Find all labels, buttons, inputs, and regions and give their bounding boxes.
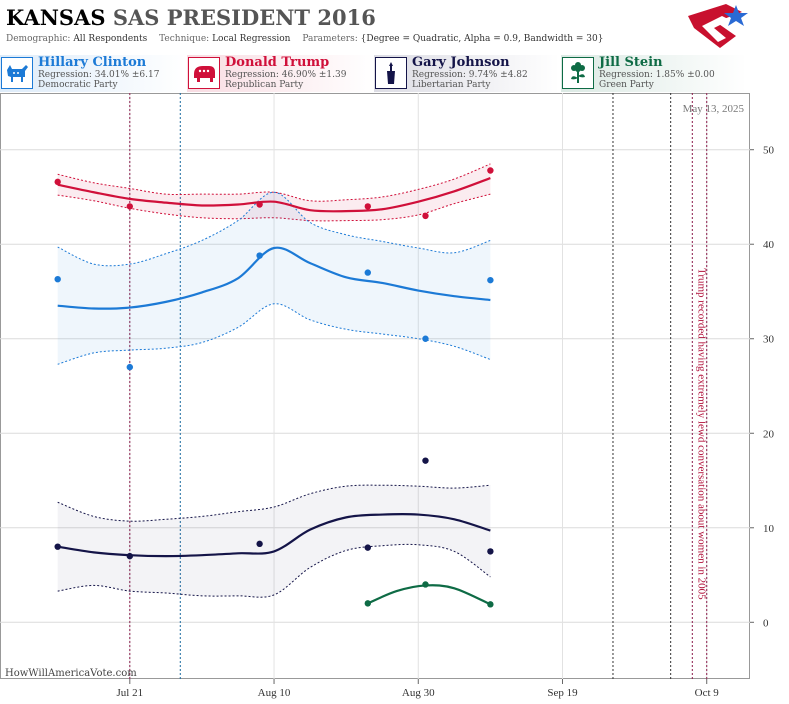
x-tick-label: Oct 9 bbox=[695, 687, 720, 699]
technique-label: Technique: bbox=[159, 34, 210, 44]
liberty-torch-icon bbox=[375, 57, 407, 89]
legend-item-clinton: Hillary Clinton Regression: 34.01% ±6.17… bbox=[0, 55, 186, 92]
elephant-icon bbox=[188, 57, 220, 89]
chart-parameters: Demographic: All Respondents Technique: … bbox=[6, 34, 612, 44]
legend-name: Donald Trump bbox=[225, 55, 330, 70]
legend-name: Gary Johnson bbox=[412, 55, 510, 70]
poll-points bbox=[54, 167, 494, 608]
legend-regression: Regression: 46.90% ±1.39 bbox=[225, 70, 347, 80]
parameters-value: {Degree = Quadratic, Alpha = 0.9, Bandwi… bbox=[360, 34, 604, 44]
band-hillary-clinton bbox=[57, 192, 491, 365]
y-tick-label: 10 bbox=[763, 523, 775, 535]
lower-bound-hillary-clinton bbox=[57, 303, 491, 365]
x-tick-label: Jul 21 bbox=[117, 687, 144, 699]
poll-point-jill-stein bbox=[487, 601, 494, 608]
y-tick-label: 20 bbox=[763, 428, 775, 440]
legend-item-johnson: Gary Johnson Regression: 9.74% ±4.82 Lib… bbox=[374, 55, 560, 92]
trend-line-hillary-clinton bbox=[57, 246, 491, 310]
poll-point-hillary-clinton bbox=[364, 269, 371, 276]
parameters-info: Parameters: {Degree = Quadratic, Alpha =… bbox=[302, 34, 603, 44]
date-label: May 13, 2025 bbox=[683, 103, 745, 115]
poll-point-donald-trump bbox=[126, 203, 134, 210]
poll-chart: 0 10 20 30 40 50 Jul 21 Aug 10 Aug 30 Sep 19 Oct … bbox=[0, 93, 775, 699]
event-annotation: Trump recorded having extremely lewd con… bbox=[695, 268, 707, 600]
legend-item-stein: Jill Stein Regression: 1.85% ±0.00 Green… bbox=[561, 55, 747, 92]
poll-point-jill-stein bbox=[364, 600, 371, 607]
technique-info: Technique: Local Regression bbox=[159, 34, 290, 44]
legend-party: Republican Party bbox=[225, 80, 304, 90]
poll-point-gary-johnson bbox=[487, 548, 494, 555]
poll-point-gary-johnson bbox=[126, 552, 134, 560]
flower-icon bbox=[562, 57, 594, 89]
band-gary-johnson bbox=[57, 485, 491, 598]
poll-point-hillary-clinton bbox=[256, 252, 263, 259]
source-credit: HowWillAmericaVote.com bbox=[5, 668, 137, 679]
upper-bound-hillary-clinton bbox=[57, 191, 491, 267]
plot-frame bbox=[0, 93, 750, 679]
poll-point-hillary-clinton bbox=[422, 335, 429, 342]
y-axis: 0 10 20 30 40 50 bbox=[750, 145, 775, 629]
poll-point-hillary-clinton bbox=[126, 363, 134, 371]
page-title: KANSAS SAS PRESIDENT 2016 bbox=[6, 5, 376, 30]
y-tick-label: 40 bbox=[763, 239, 775, 251]
poll-point-donald-trump bbox=[422, 212, 429, 220]
poll-point-donald-trump bbox=[364, 203, 371, 210]
legend: Hillary Clinton Regression: 34.01% ±6.17… bbox=[0, 55, 749, 92]
legend-regression: Regression: 34.01% ±6.17 bbox=[38, 70, 160, 80]
poll-point-donald-trump bbox=[487, 167, 494, 174]
poll-point-gary-johnson bbox=[364, 544, 371, 551]
chart-header: KANSAS SAS PRESIDENT 2016 Demographic: A… bbox=[0, 0, 789, 52]
title-state: KANSAS bbox=[6, 5, 106, 30]
lower-bound-gary-johnson bbox=[57, 543, 491, 598]
y-tick-label: 30 bbox=[763, 334, 775, 346]
legend-regression: Regression: 9.74% ±4.82 bbox=[412, 70, 528, 80]
poll-point-donald-trump bbox=[54, 178, 61, 186]
legend-party: Green Party bbox=[599, 80, 654, 90]
x-tick-label: Aug 30 bbox=[402, 687, 435, 699]
upper-bound-gary-johnson bbox=[57, 484, 491, 522]
legend-regression: Regression: 1.85% ±0.00 bbox=[599, 70, 715, 80]
confidence-bands bbox=[57, 163, 491, 605]
poll-point-jill-stein bbox=[422, 581, 429, 588]
site-logo-icon bbox=[688, 4, 748, 48]
poll-point-gary-johnson bbox=[256, 540, 263, 548]
upper-bound-donald-trump bbox=[57, 163, 491, 202]
demographic-value: All Respondents bbox=[73, 34, 148, 44]
technique-value: Local Regression bbox=[212, 34, 291, 44]
donkey-icon bbox=[1, 57, 33, 89]
x-tick-label: Sep 19 bbox=[547, 687, 578, 699]
demographic-info: Demographic: All Respondents bbox=[6, 34, 147, 44]
trend-line-donald-trump bbox=[57, 177, 491, 213]
demographic-label: Demographic: bbox=[6, 34, 71, 44]
poll-point-hillary-clinton bbox=[487, 276, 494, 284]
event-lines bbox=[129, 93, 708, 679]
poll-point-donald-trump bbox=[256, 201, 263, 208]
legend-name: Hillary Clinton bbox=[38, 55, 147, 70]
legend-party: Libertarian Party bbox=[412, 80, 491, 90]
poll-point-gary-johnson bbox=[54, 543, 61, 550]
y-tick-label: 0 bbox=[763, 617, 769, 629]
legend-party: Democratic Party bbox=[38, 80, 118, 90]
y-tick-label: 50 bbox=[763, 145, 775, 157]
legend-name: Jill Stein bbox=[599, 55, 663, 70]
x-tick-label: Aug 10 bbox=[258, 687, 291, 699]
poll-point-gary-johnson bbox=[422, 457, 429, 464]
legend-item-trump: Donald Trump Regression: 46.90% ±1.39 Re… bbox=[187, 55, 373, 92]
poll-point-hillary-clinton bbox=[54, 275, 61, 283]
parameters-label: Parameters: bbox=[302, 34, 358, 44]
title-race: SAS PRESIDENT 2016 bbox=[112, 5, 376, 30]
x-axis: Jul 21 Aug 10 Aug 30 Sep 19 Oct 9 bbox=[117, 679, 720, 699]
